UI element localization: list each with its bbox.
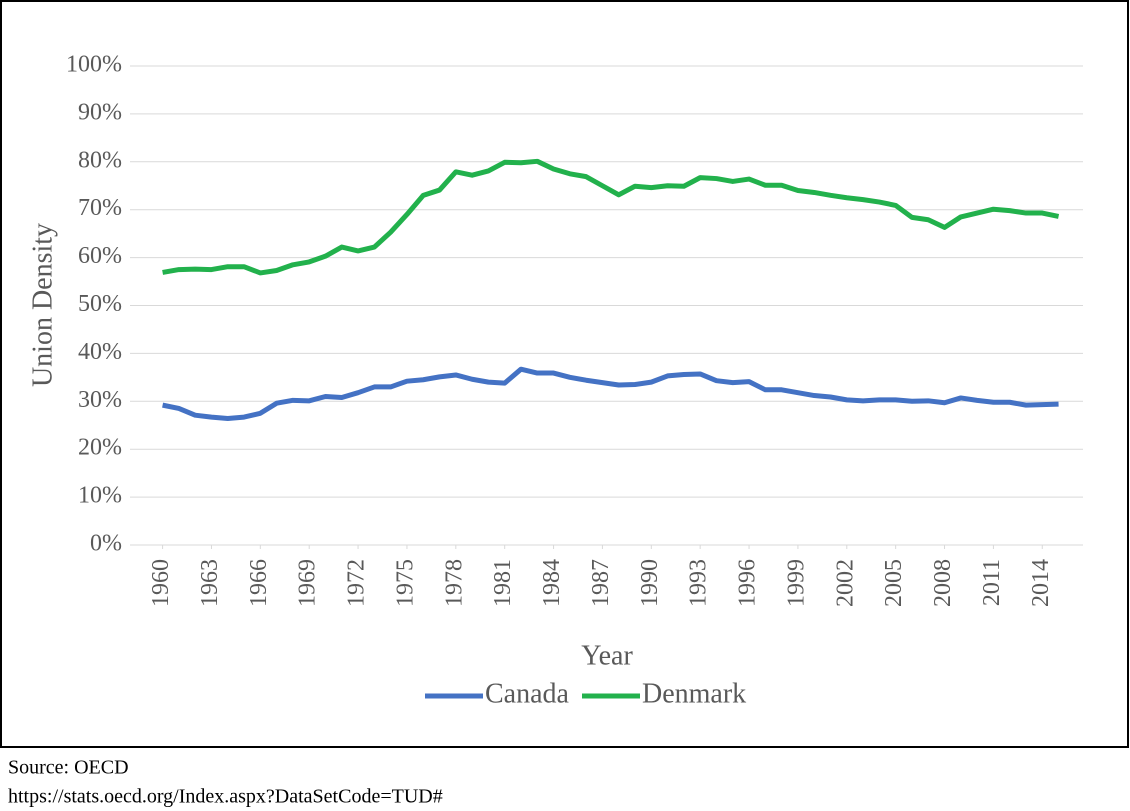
x-tick-label: 1963 [197,559,223,607]
x-tick-label: 2011 [979,559,1005,606]
y-tick-label: 80% [78,147,122,173]
y-tick-label: 0% [90,531,122,557]
series-line [162,366,1059,422]
x-tick-label: 1969 [295,559,321,607]
x-tick-label: 1990 [637,559,663,607]
frame [0,0,1129,748]
y-tick-label: 20% [78,435,122,461]
legend-label: Denmark [642,678,746,709]
y-tick-label: 70% [78,195,122,221]
y-tick-label: 10% [78,483,122,509]
source-url: https://stats.oecd.org/Index.aspx?DataSe… [8,786,443,808]
x-tick-label: 2002 [832,559,858,607]
x-tick-label: 1996 [735,559,761,607]
y-tick-label: 30% [78,387,122,413]
x-tick-label: 1999 [783,559,809,607]
x-tick-label: 1966 [246,559,272,607]
y-tick-label: 100% [66,52,122,78]
y-tick-label: 40% [78,339,122,365]
source: Source: OECD [8,757,129,779]
x-axis-label: Year [581,640,633,671]
y-tick-label: 50% [78,291,122,317]
x-tick-label: 2008 [930,559,956,607]
legend-label: Canada [485,678,570,709]
x-tick-label: 1978 [441,559,467,607]
y-tick-label: 60% [78,243,122,269]
x-tick-label: 2014 [1028,559,1054,607]
x-tick-label: 2005 [881,559,907,607]
x-tick-label: 1984 [539,559,565,607]
series-line [162,158,1060,276]
x-tick-label: 1987 [588,559,614,607]
x-tick-label: 1960 [148,559,174,607]
x-tick-label: 1975 [392,559,418,607]
x-tick-label: 1981 [490,559,516,607]
x-tick-label: 1993 [686,559,712,607]
y-tick-label: 90% [78,99,122,125]
y-axis-label: Union Density [27,223,58,387]
x-tick-label: 1972 [344,559,370,607]
